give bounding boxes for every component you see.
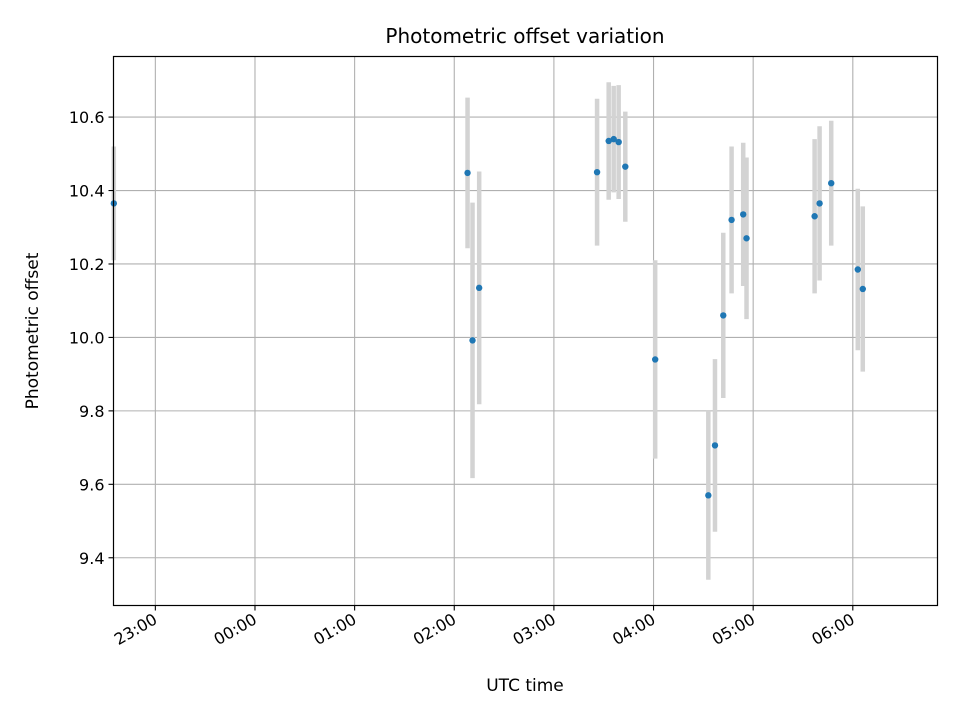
plot-frame bbox=[112, 55, 939, 607]
data-point bbox=[743, 235, 750, 242]
data-point bbox=[622, 163, 629, 170]
x-axis-label: UTC time bbox=[486, 676, 564, 696]
x-tick-label: 03:00 bbox=[509, 610, 558, 650]
y-tick-label: 10.2 bbox=[69, 255, 105, 274]
y-tick-label: 9.6 bbox=[79, 475, 104, 494]
grid bbox=[113, 56, 938, 606]
data-point bbox=[615, 138, 622, 146]
x-tick-label: 02:00 bbox=[410, 610, 459, 650]
y-tick-label: 10.4 bbox=[69, 182, 105, 201]
data-point bbox=[816, 200, 823, 207]
x-tick-label: 01:00 bbox=[310, 610, 359, 650]
data-point bbox=[475, 284, 483, 292]
data-point bbox=[854, 266, 861, 273]
x-tick-label: 23:00 bbox=[111, 610, 160, 650]
error-bars bbox=[111, 82, 866, 580]
data-point bbox=[720, 312, 727, 319]
x-axis-ticks: 23:00 00:00 01:00 02:00 03:00 04:00 05:00 06:00 bbox=[111, 605, 858, 650]
data-point bbox=[651, 356, 659, 363]
y-tick-label: 9.8 bbox=[79, 402, 104, 421]
x-tick-label: 00:00 bbox=[211, 610, 260, 650]
y-tick-label: 9.4 bbox=[79, 549, 104, 568]
x-tick-label: 06:00 bbox=[808, 610, 857, 650]
data-point bbox=[859, 285, 866, 293]
data-point bbox=[469, 337, 476, 344]
data-point bbox=[740, 211, 747, 218]
data-point bbox=[593, 168, 601, 176]
data-point bbox=[705, 492, 712, 499]
x-tick-label: 04:00 bbox=[609, 610, 658, 650]
data-point bbox=[811, 213, 818, 220]
y-tick-label: 10.0 bbox=[69, 328, 105, 347]
data-point bbox=[728, 216, 735, 224]
chart-title: Photometric offset variation bbox=[385, 24, 664, 48]
y-axis-ticks: 9.4 9.6 9.8 10.0 10.2 10.4 10.6 bbox=[69, 108, 114, 568]
data-point bbox=[610, 135, 617, 143]
data-point bbox=[464, 169, 471, 177]
data-point bbox=[711, 442, 719, 449]
data-point bbox=[828, 179, 835, 187]
data-point bbox=[605, 137, 612, 145]
data-points bbox=[110, 135, 866, 499]
y-tick-label: 10.6 bbox=[69, 108, 105, 127]
y-axis-label: Photometric offset bbox=[23, 252, 43, 409]
x-tick-label: 05:00 bbox=[709, 610, 758, 650]
